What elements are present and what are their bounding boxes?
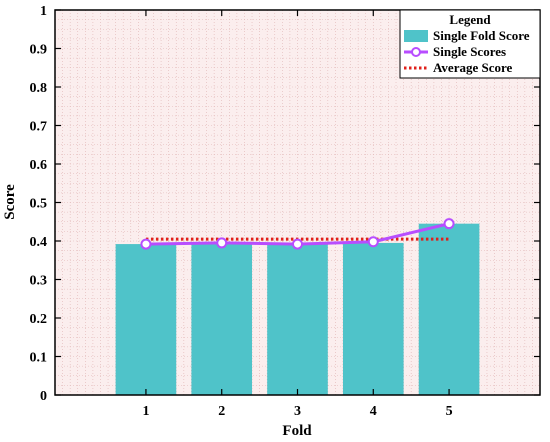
legend-box xyxy=(399,9,541,79)
legend-swatch-bar xyxy=(404,30,428,42)
x-tick-label: 4 xyxy=(370,404,377,419)
single-score-point-1 xyxy=(140,238,152,250)
bar-fold-3 xyxy=(267,244,328,395)
single-score-point-5 xyxy=(443,218,455,230)
y-tick-label: 0.3 xyxy=(30,274,48,289)
single-score-point-4 xyxy=(367,236,379,248)
y-tick-label: 0.5 xyxy=(30,197,48,212)
bar-fold-4 xyxy=(342,242,404,395)
legend-swatch-marker xyxy=(411,47,421,57)
y-tick-label: 0.8 xyxy=(30,81,48,96)
y-axis-label: Score xyxy=(2,184,18,220)
x-tick-label: 1 xyxy=(142,404,149,419)
bars xyxy=(115,223,480,395)
legend-entry-single-scores: Single Scores xyxy=(433,44,506,59)
single-score-point-2 xyxy=(216,237,228,249)
legend-title: Legend xyxy=(449,12,491,27)
bar-fold-1 xyxy=(115,244,177,395)
ticks: 0 0.1 0.2 0.3 0.4 0.5 0.6 0.7 0.8 0.9 1 1 2 3 4 5 xyxy=(30,4,540,419)
x-axis-label: Fold xyxy=(282,423,312,439)
x-tick-label: 5 xyxy=(446,404,453,419)
y-tick-label: 1 xyxy=(40,4,47,19)
y-tick-label: 0.1 xyxy=(30,351,48,366)
y-tick-label: 0 xyxy=(40,389,47,404)
bar-fold-2 xyxy=(191,242,253,395)
y-tick-label: 0.4 xyxy=(30,235,48,250)
legend-entry-average-score: Average Score xyxy=(433,60,513,75)
single-scores-layer xyxy=(140,218,455,250)
single-score-point-3 xyxy=(292,238,303,250)
y-tick-label: 0.9 xyxy=(30,43,48,58)
y-tick-label: 0.2 xyxy=(30,312,48,327)
y-tick-label: 0.6 xyxy=(30,158,48,173)
legend-entry-single-fold-score: Single Fold Score xyxy=(433,28,530,43)
bar-fold-5 xyxy=(418,223,480,395)
y-tick-label: 0.7 xyxy=(30,120,48,135)
x-tick-label: 3 xyxy=(294,404,301,419)
legend: Legend Single Fold Score Single Scores A… xyxy=(399,9,541,79)
x-tick-label: 2 xyxy=(218,404,225,419)
